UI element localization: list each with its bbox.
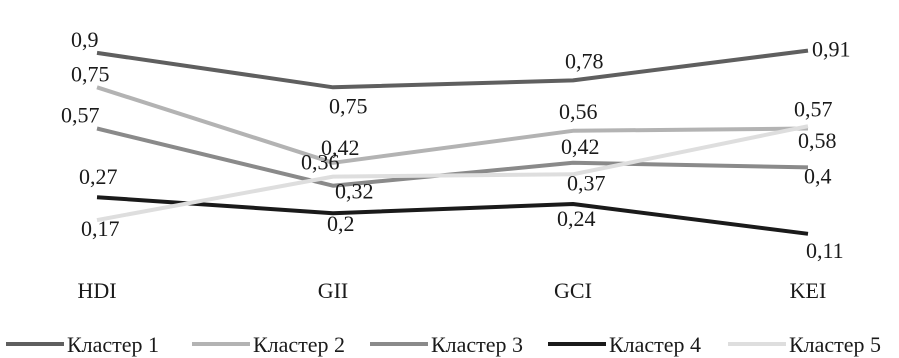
series-line-2 (96, 85, 809, 165)
x-tick-label: GCI (554, 278, 592, 303)
x-tick-label: HDI (77, 278, 116, 303)
data-label: 0,57 (794, 97, 833, 122)
data-label: 0,78 (565, 48, 604, 73)
legend-label: Кластер 4 (609, 332, 701, 357)
data-label: 0,37 (567, 170, 606, 195)
legend-label: Кластер 2 (253, 332, 345, 357)
series-line-1 (96, 48, 809, 90)
data-label: 0,4 (804, 163, 832, 188)
data-label: 0,56 (559, 99, 598, 124)
data-label: 0,91 (812, 37, 851, 62)
x-axis-ticks: HDI GII GCI KEI (77, 278, 826, 303)
legend-label: Кластер 1 (67, 332, 159, 357)
data-label: 0,57 (61, 103, 100, 128)
x-tick-label: GII (318, 278, 349, 303)
data-label: 0,75 (71, 61, 110, 86)
data-label: 0,32 (335, 179, 374, 204)
series-line-4 (96, 195, 809, 236)
data-label: 0,27 (79, 164, 118, 189)
data-label: 0,42 (561, 134, 600, 159)
data-label: 0,11 (806, 238, 844, 263)
legend-label: Кластер 3 (431, 332, 523, 357)
legend-label: Кластер 5 (789, 332, 881, 357)
data-label: 0,17 (81, 216, 120, 241)
x-tick-label: KEI (790, 278, 827, 303)
series-lines (96, 48, 809, 236)
data-label: 0,9 (71, 27, 99, 52)
legend: Кластер 1 Кластер 2 Кластер 3 Кластер 4 Клас… (6, 332, 881, 357)
data-label: 0,42 (321, 135, 360, 160)
series-line-5 (96, 124, 809, 223)
data-label: 0,58 (798, 128, 837, 153)
data-labels: 0,9 0,75 0,78 0,91 0,75 0,42 0,56 0,57 0,57 0,32 0… (61, 27, 851, 263)
data-label: 0,2 (327, 211, 355, 236)
data-label: 0,36 (301, 150, 340, 175)
data-label: 0,24 (557, 206, 596, 231)
data-label: 0,75 (329, 93, 368, 118)
